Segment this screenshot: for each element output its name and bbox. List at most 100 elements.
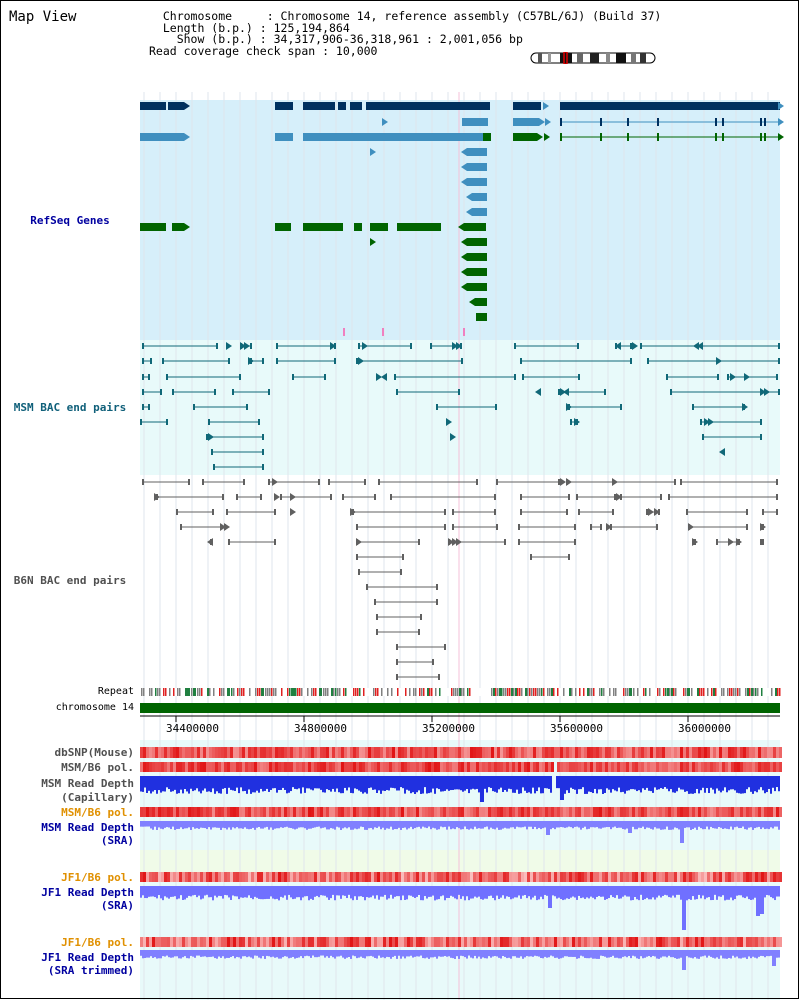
- depth-bar: [146, 821, 148, 827]
- polymorphism-cell: [665, 872, 668, 882]
- depth-bar: [764, 821, 766, 830]
- bac-end: [494, 494, 496, 500]
- repeat-element: [609, 688, 611, 696]
- depth-bar: [242, 950, 244, 957]
- depth-bar: [482, 950, 484, 958]
- polymorphism-cell: [767, 762, 770, 772]
- depth-bar: [196, 886, 198, 898]
- repeat-element: [755, 688, 757, 696]
- depth-bar: [628, 886, 630, 897]
- polymorphism-cell: [455, 872, 458, 882]
- depth-bar: [578, 821, 580, 828]
- polymorphism-cell: [287, 937, 290, 947]
- depth-bar: [266, 886, 268, 899]
- depth-bar: [296, 821, 298, 829]
- strand-arrow: [606, 523, 612, 531]
- polymorphism-cell: [476, 747, 479, 758]
- depth-bar: [364, 776, 366, 793]
- polymorphism-cell: [524, 807, 527, 817]
- polymorphism-cell: [551, 762, 554, 772]
- depth-bar: [264, 776, 266, 791]
- polymorphism-cell: [281, 762, 284, 772]
- polymorphism-cell: [668, 937, 671, 947]
- depth-bar: [494, 886, 496, 901]
- repeat-element: [591, 688, 593, 696]
- depth-bar: [518, 821, 520, 828]
- polymorphism-cell: [752, 937, 755, 947]
- depth-bar: [648, 821, 650, 828]
- polymorphism-cell: [404, 937, 407, 947]
- repeat-element: [629, 688, 632, 696]
- polymorphism-cell: [551, 937, 554, 947]
- depth-bar: [480, 886, 482, 900]
- repeat-element: [431, 688, 433, 696]
- bac-end: [358, 569, 360, 575]
- polymorphism-cell: [347, 937, 350, 947]
- depth-bar: [180, 821, 182, 828]
- polymorphism-cell: [605, 872, 608, 882]
- polymorphism-cell: [587, 937, 590, 947]
- depth-bar: [292, 776, 294, 788]
- polymorphism-cell: [572, 762, 575, 772]
- depth-bar: [722, 776, 724, 791]
- polymorphism-cell: [164, 807, 167, 817]
- polymorphism-cell: [596, 747, 599, 758]
- depth-bar: [542, 776, 544, 794]
- depth-bar: [652, 821, 654, 830]
- polymorphism-cell: [302, 872, 305, 882]
- polymorphism-cell: [764, 807, 767, 817]
- depth-bar: [544, 950, 546, 957]
- depth-bar: [334, 821, 336, 830]
- depth-bar: [376, 776, 378, 794]
- chromosome-ideogram[interactable]: [530, 52, 656, 64]
- polymorphism-cell: [143, 937, 146, 947]
- depth-bar: [212, 821, 214, 828]
- depth-bar: [738, 821, 740, 829]
- depth-bar: [310, 821, 312, 829]
- depth-bar: [156, 821, 158, 830]
- polymorphism-cell: [506, 807, 509, 817]
- depth-bar: [702, 821, 704, 830]
- depth-bar: [236, 776, 238, 788]
- strand-arrow: [760, 523, 766, 531]
- track-label-msm-depth-cap-1: MSM Read Depth: [41, 777, 134, 790]
- depth-bar: [460, 950, 462, 956]
- depth-bar: [402, 886, 404, 896]
- depth-bar: [632, 886, 634, 901]
- polymorphism-cell: [332, 807, 335, 817]
- bac-end: [246, 404, 248, 410]
- polymorphism-cell: [155, 937, 158, 947]
- depth-bar: [208, 776, 210, 792]
- repeat-element: [667, 688, 670, 696]
- polymorphism-cell: [191, 937, 194, 947]
- polymorphism-cell: [605, 762, 608, 772]
- depth-bar: [418, 886, 420, 895]
- depth-bar: [260, 886, 262, 900]
- polymorphism-cell: [581, 807, 584, 817]
- depth-bar: [302, 821, 304, 828]
- polymorphism-cell: [578, 872, 581, 882]
- bac-end: [444, 644, 446, 650]
- polymorphism-cell: [629, 937, 632, 947]
- depth-bar: [750, 886, 752, 900]
- polymorphism-cell: [332, 747, 335, 758]
- depth-bar: [192, 776, 194, 792]
- polymorphism-cell: [710, 937, 713, 947]
- depth-bar: [746, 886, 748, 897]
- depth-bar: [402, 950, 404, 957]
- strand-arrow: [461, 253, 467, 261]
- bac-end: [358, 343, 360, 349]
- repeat-element: [467, 688, 469, 696]
- depth-bar: [750, 776, 752, 792]
- depth-bar: [744, 821, 746, 830]
- depth-bar: [326, 950, 328, 957]
- polymorphism-cell: [611, 872, 614, 882]
- polymorphism-cell: [632, 937, 635, 947]
- depth-bar: [432, 776, 434, 789]
- depth-bar: [478, 776, 480, 793]
- repeat-element: [613, 688, 615, 696]
- polymorphism-cell: [593, 937, 596, 947]
- depth-bar: [290, 776, 292, 792]
- repeat-element: [563, 688, 565, 696]
